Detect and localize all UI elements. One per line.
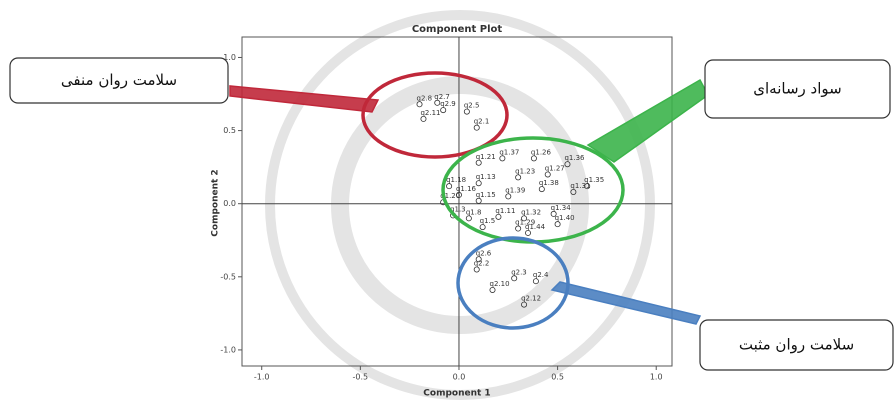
- annotation-pointer: [588, 80, 708, 162]
- y-tick-label: -0.5: [220, 272, 236, 281]
- point: [525, 230, 530, 235]
- point: [516, 226, 521, 231]
- point: [476, 181, 481, 186]
- y-axis-label: Component 2: [211, 169, 221, 236]
- chart: Component Plot Component 1 Component 2 -…: [0, 0, 895, 401]
- point-label: q2.6: [476, 249, 492, 257]
- point-label: q2.12: [521, 295, 541, 303]
- point: [476, 198, 481, 203]
- point: [435, 100, 440, 105]
- y-tick-label: -1.0: [220, 345, 236, 354]
- point-label: q2.11: [420, 109, 440, 117]
- point: [500, 156, 505, 161]
- point-label: q1.15: [476, 191, 496, 199]
- point: [516, 175, 521, 180]
- x-tick-label: -0.5: [353, 373, 369, 382]
- point-label: q1.32: [521, 208, 541, 216]
- point-label: q1.36: [564, 154, 585, 162]
- point-label: q1.37: [499, 148, 519, 156]
- point: [496, 214, 501, 219]
- point-label: q1.34: [551, 204, 572, 212]
- point: [441, 108, 446, 113]
- point: [417, 102, 422, 107]
- point-label: q1.26: [531, 148, 552, 156]
- point-label: q2.5: [464, 102, 480, 110]
- point-label: q2.4: [533, 271, 549, 279]
- point: [474, 125, 479, 130]
- point: [506, 194, 511, 199]
- point: [490, 287, 495, 292]
- chart-title: Component Plot: [412, 24, 503, 35]
- point: [555, 222, 560, 227]
- point-label: q1.39: [505, 186, 525, 194]
- y-tick-label: 0.0: [223, 199, 236, 208]
- annotation-text: سواد رسانه‌ای: [753, 80, 841, 98]
- point: [512, 276, 517, 281]
- point-label: q1.31: [570, 182, 590, 190]
- point-label: q1.13: [476, 173, 496, 181]
- annotation-text: سلامت روان منفی: [61, 71, 177, 89]
- point-label: q1.27: [545, 164, 565, 172]
- y-tick-label: 0.5: [223, 126, 236, 135]
- point-label: q1.44: [525, 223, 546, 231]
- point-label: q2.10: [490, 280, 510, 288]
- point-label: q1.5: [480, 217, 496, 225]
- point-label: q1.38: [539, 179, 559, 187]
- point: [533, 279, 538, 284]
- point-label: q1.21: [476, 153, 496, 161]
- point-label: q2.2: [474, 259, 490, 267]
- point: [466, 216, 471, 221]
- annotation-text: سلامت روان مثبت: [739, 336, 854, 354]
- x-tick-label: 0.5: [551, 373, 564, 382]
- x-tick-label: 0.0: [453, 373, 466, 382]
- point-label: q2.8: [417, 94, 433, 102]
- point-label: q2.9: [440, 100, 456, 108]
- point-label: q1.23: [515, 167, 535, 175]
- point: [447, 184, 452, 189]
- point: [545, 172, 550, 177]
- point-label: q1.8: [466, 208, 482, 216]
- point: [421, 116, 426, 121]
- point-label: q2.3: [511, 268, 527, 276]
- point-label: q1.11: [495, 207, 515, 215]
- x-tick-label: -1.0: [254, 373, 270, 382]
- point-label: q2.1: [474, 118, 490, 126]
- x-tick-label: 1.0: [650, 373, 663, 382]
- point-label: q1.18: [446, 176, 466, 184]
- point: [464, 109, 469, 114]
- point: [531, 156, 536, 161]
- point: [480, 224, 485, 229]
- point: [539, 186, 544, 191]
- point: [476, 160, 481, 165]
- point: [474, 267, 479, 272]
- x-axis-label: Component 1: [423, 389, 490, 399]
- point-label: q1.40: [555, 214, 575, 222]
